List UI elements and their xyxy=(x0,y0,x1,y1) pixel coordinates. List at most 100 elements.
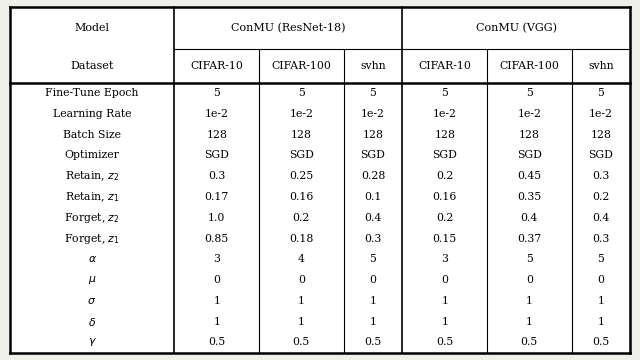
Text: 1.0: 1.0 xyxy=(208,213,225,223)
Text: 5: 5 xyxy=(598,88,604,98)
Text: 0.85: 0.85 xyxy=(205,234,229,244)
Text: 0.18: 0.18 xyxy=(289,234,314,244)
Text: Forget, $z_2$: Forget, $z_2$ xyxy=(64,211,120,225)
Text: 128: 128 xyxy=(291,130,312,140)
Text: 0: 0 xyxy=(369,275,376,285)
Text: 128: 128 xyxy=(206,130,227,140)
Text: 1: 1 xyxy=(598,296,605,306)
Text: 1: 1 xyxy=(526,317,533,327)
Text: Fine-Tune Epoch: Fine-Tune Epoch xyxy=(45,88,139,98)
Text: 1e-2: 1e-2 xyxy=(433,109,457,119)
Text: 3: 3 xyxy=(441,254,448,264)
Text: 0.4: 0.4 xyxy=(521,213,538,223)
Text: 5: 5 xyxy=(526,254,532,264)
Text: SGD: SGD xyxy=(517,150,542,161)
Text: 0.5: 0.5 xyxy=(521,337,538,347)
Text: SGD: SGD xyxy=(432,150,457,161)
Text: 5: 5 xyxy=(442,88,448,98)
Text: 1: 1 xyxy=(213,317,220,327)
Text: $\alpha$: $\alpha$ xyxy=(88,254,97,264)
Text: 0: 0 xyxy=(526,275,533,285)
Text: 4: 4 xyxy=(298,254,305,264)
Text: 0.25: 0.25 xyxy=(289,171,314,181)
Text: Learning Rate: Learning Rate xyxy=(52,109,131,119)
Text: SGD: SGD xyxy=(360,150,385,161)
Text: 5: 5 xyxy=(370,88,376,98)
Text: CIFAR-100: CIFAR-100 xyxy=(499,61,559,71)
Text: 1: 1 xyxy=(298,317,305,327)
Text: 0.5: 0.5 xyxy=(593,337,610,347)
Text: 0.2: 0.2 xyxy=(292,213,310,223)
Text: 0.37: 0.37 xyxy=(517,234,541,244)
Text: $\delta$: $\delta$ xyxy=(88,316,96,328)
Text: 0.16: 0.16 xyxy=(433,192,457,202)
Text: 0.4: 0.4 xyxy=(593,213,610,223)
Text: 5: 5 xyxy=(598,254,604,264)
Text: $\sigma$: $\sigma$ xyxy=(88,296,97,306)
Text: ConMU (VGG): ConMU (VGG) xyxy=(476,23,557,33)
Text: 5: 5 xyxy=(526,88,532,98)
Text: 1: 1 xyxy=(369,296,376,306)
Text: SGD: SGD xyxy=(589,150,614,161)
Text: SGD: SGD xyxy=(204,150,229,161)
Text: 0.5: 0.5 xyxy=(436,337,453,347)
Text: CIFAR-10: CIFAR-10 xyxy=(419,61,471,71)
Text: 0.2: 0.2 xyxy=(593,192,610,202)
Text: Forget, $z_1$: Forget, $z_1$ xyxy=(64,231,120,246)
Text: 0.15: 0.15 xyxy=(433,234,457,244)
Text: 128: 128 xyxy=(362,130,383,140)
Text: 1: 1 xyxy=(441,317,448,327)
Text: 1e-2: 1e-2 xyxy=(289,109,314,119)
Text: 128: 128 xyxy=(434,130,455,140)
Text: 0.5: 0.5 xyxy=(208,337,225,347)
Text: 0.35: 0.35 xyxy=(517,192,541,202)
Text: 0.5: 0.5 xyxy=(292,337,310,347)
Text: 0.4: 0.4 xyxy=(364,213,381,223)
Text: 0.2: 0.2 xyxy=(436,213,453,223)
Text: 0: 0 xyxy=(598,275,605,285)
Text: 0: 0 xyxy=(298,275,305,285)
Text: 5: 5 xyxy=(213,88,220,98)
Text: svhn: svhn xyxy=(360,61,386,71)
Text: $\gamma$: $\gamma$ xyxy=(88,336,97,348)
Text: Dataset: Dataset xyxy=(70,61,114,71)
Text: 0.17: 0.17 xyxy=(205,192,229,202)
Text: 5: 5 xyxy=(370,254,376,264)
Text: 1e-2: 1e-2 xyxy=(205,109,228,119)
Text: Batch Size: Batch Size xyxy=(63,130,121,140)
Text: 0.3: 0.3 xyxy=(208,171,225,181)
Text: 1e-2: 1e-2 xyxy=(589,109,613,119)
Text: 128: 128 xyxy=(519,130,540,140)
Text: 0.3: 0.3 xyxy=(364,234,381,244)
Text: 5: 5 xyxy=(298,88,305,98)
Text: Optimizer: Optimizer xyxy=(65,150,120,161)
Text: CIFAR-10: CIFAR-10 xyxy=(190,61,243,71)
Text: 0.5: 0.5 xyxy=(364,337,381,347)
Text: 1e-2: 1e-2 xyxy=(517,109,541,119)
Text: 0.2: 0.2 xyxy=(436,171,453,181)
Text: 1: 1 xyxy=(526,296,533,306)
Text: 0.1: 0.1 xyxy=(364,192,381,202)
Text: 1: 1 xyxy=(598,317,605,327)
Text: 0.16: 0.16 xyxy=(289,192,314,202)
Text: 0.3: 0.3 xyxy=(593,234,610,244)
Text: 0: 0 xyxy=(441,275,448,285)
Text: Retain, $z_1$: Retain, $z_1$ xyxy=(65,190,120,204)
Text: Model: Model xyxy=(74,23,109,33)
Text: CIFAR-100: CIFAR-100 xyxy=(271,61,332,71)
Text: 1: 1 xyxy=(369,317,376,327)
Text: 0.3: 0.3 xyxy=(593,171,610,181)
Text: 1e-2: 1e-2 xyxy=(361,109,385,119)
Text: SGD: SGD xyxy=(289,150,314,161)
Text: ConMU (ResNet-18): ConMU (ResNet-18) xyxy=(231,23,346,33)
Text: $\mu$: $\mu$ xyxy=(88,274,97,286)
Text: 3: 3 xyxy=(213,254,220,264)
Text: 1: 1 xyxy=(298,296,305,306)
Text: 1: 1 xyxy=(213,296,220,306)
Text: Retain, $z_2$: Retain, $z_2$ xyxy=(65,170,119,183)
Text: 1: 1 xyxy=(441,296,448,306)
Text: 128: 128 xyxy=(591,130,611,140)
Text: svhn: svhn xyxy=(588,61,614,71)
Text: 0: 0 xyxy=(213,275,220,285)
Text: 0.28: 0.28 xyxy=(361,171,385,181)
